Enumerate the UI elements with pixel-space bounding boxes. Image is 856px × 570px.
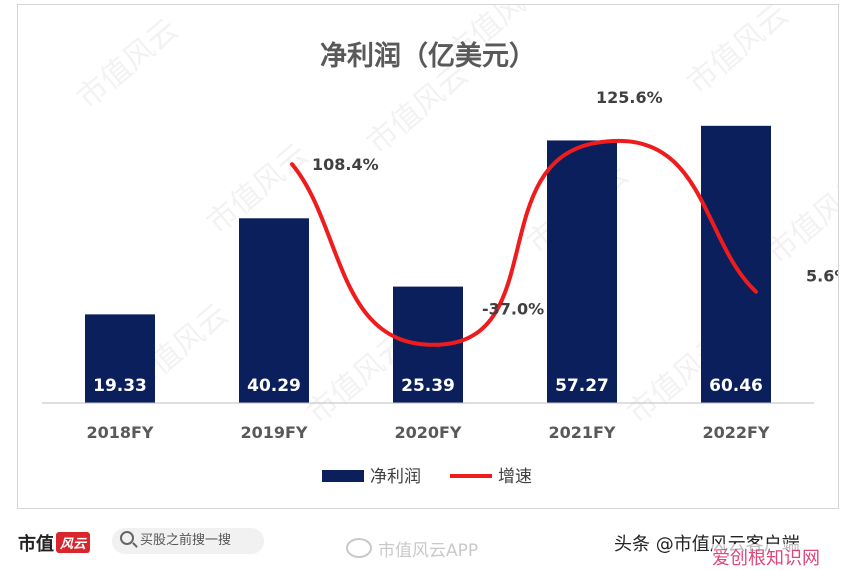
bar-value-label: 19.33 (93, 376, 147, 396)
search-placeholder: 买股之前搜一搜 (140, 533, 232, 548)
chart-frame: 市值风云市值风云市值风云市值风云市值风云市值风云市值风云市值风云市值风云市值风云… (17, 4, 839, 509)
bar-value-label: 25.39 (401, 376, 455, 396)
growth-value-label: 5.6% (806, 267, 838, 286)
bar-value-label: 60.46 (709, 376, 763, 396)
legend-label-net-profit: 净利润 (370, 467, 421, 487)
growth-value-label: 125.6% (596, 88, 663, 107)
legend-label-growth: 增速 (498, 467, 532, 487)
chart-canvas: 市值风云市值风云市值风云市值风云市值风云市值风云市值风云市值风云市值风云市值风云… (42, 5, 838, 487)
x-axis-ticks: 2018FY 2019FY 2020FY 2021FY 2022FY (86, 423, 769, 442)
weibo-icon (346, 538, 372, 558)
watermark-text: 市值风云 (361, 57, 475, 161)
search-icon (120, 531, 134, 545)
bar-2018FY (85, 314, 155, 403)
app-watermark: 市值风云APP (346, 536, 478, 561)
watermark-text: 市值风云 (761, 167, 838, 271)
bar-value-label: 57.27 (555, 376, 609, 396)
chart-title: 净利润（亿美元） (320, 40, 536, 72)
search-input[interactable]: 买股之前搜一搜 (112, 528, 264, 554)
x-tick-label: 2022FY (702, 423, 769, 442)
growth-line (290, 138, 758, 347)
brand-logo[interactable]: 市值 风云 (18, 530, 91, 556)
bar-2019FY (239, 218, 309, 403)
watermark-text: 市值风云 (681, 5, 795, 101)
line-series: 108.4% -37.0% 125.6% 5.6% (290, 88, 838, 347)
footer-bar: 市值 风云 买股之前搜一搜 市值风云APP 头条 @市值风云客户端 爱创根知识网 (0, 510, 856, 570)
app-watermark-text: 市值风云APP (378, 541, 479, 561)
legend: 净利润 增速 (322, 467, 532, 487)
source-tag: 爱创根知识网 (712, 544, 820, 570)
x-tick-label: 2020FY (394, 423, 461, 442)
watermark-text: 市值风云 (71, 12, 185, 116)
legend-swatch-net-profit (322, 470, 364, 482)
growth-value-label: 108.4% (312, 155, 379, 174)
x-tick-label: 2018FY (86, 423, 153, 442)
brand-badge: 风云 (56, 532, 91, 553)
growth-value-label: -37.0% (482, 299, 544, 318)
x-tick-label: 2019FY (240, 423, 307, 442)
bar-value-label: 40.29 (247, 376, 301, 396)
bar-2021FY (547, 140, 617, 403)
brand-name: 市值 (18, 534, 54, 555)
x-tick-label: 2021FY (548, 423, 615, 442)
